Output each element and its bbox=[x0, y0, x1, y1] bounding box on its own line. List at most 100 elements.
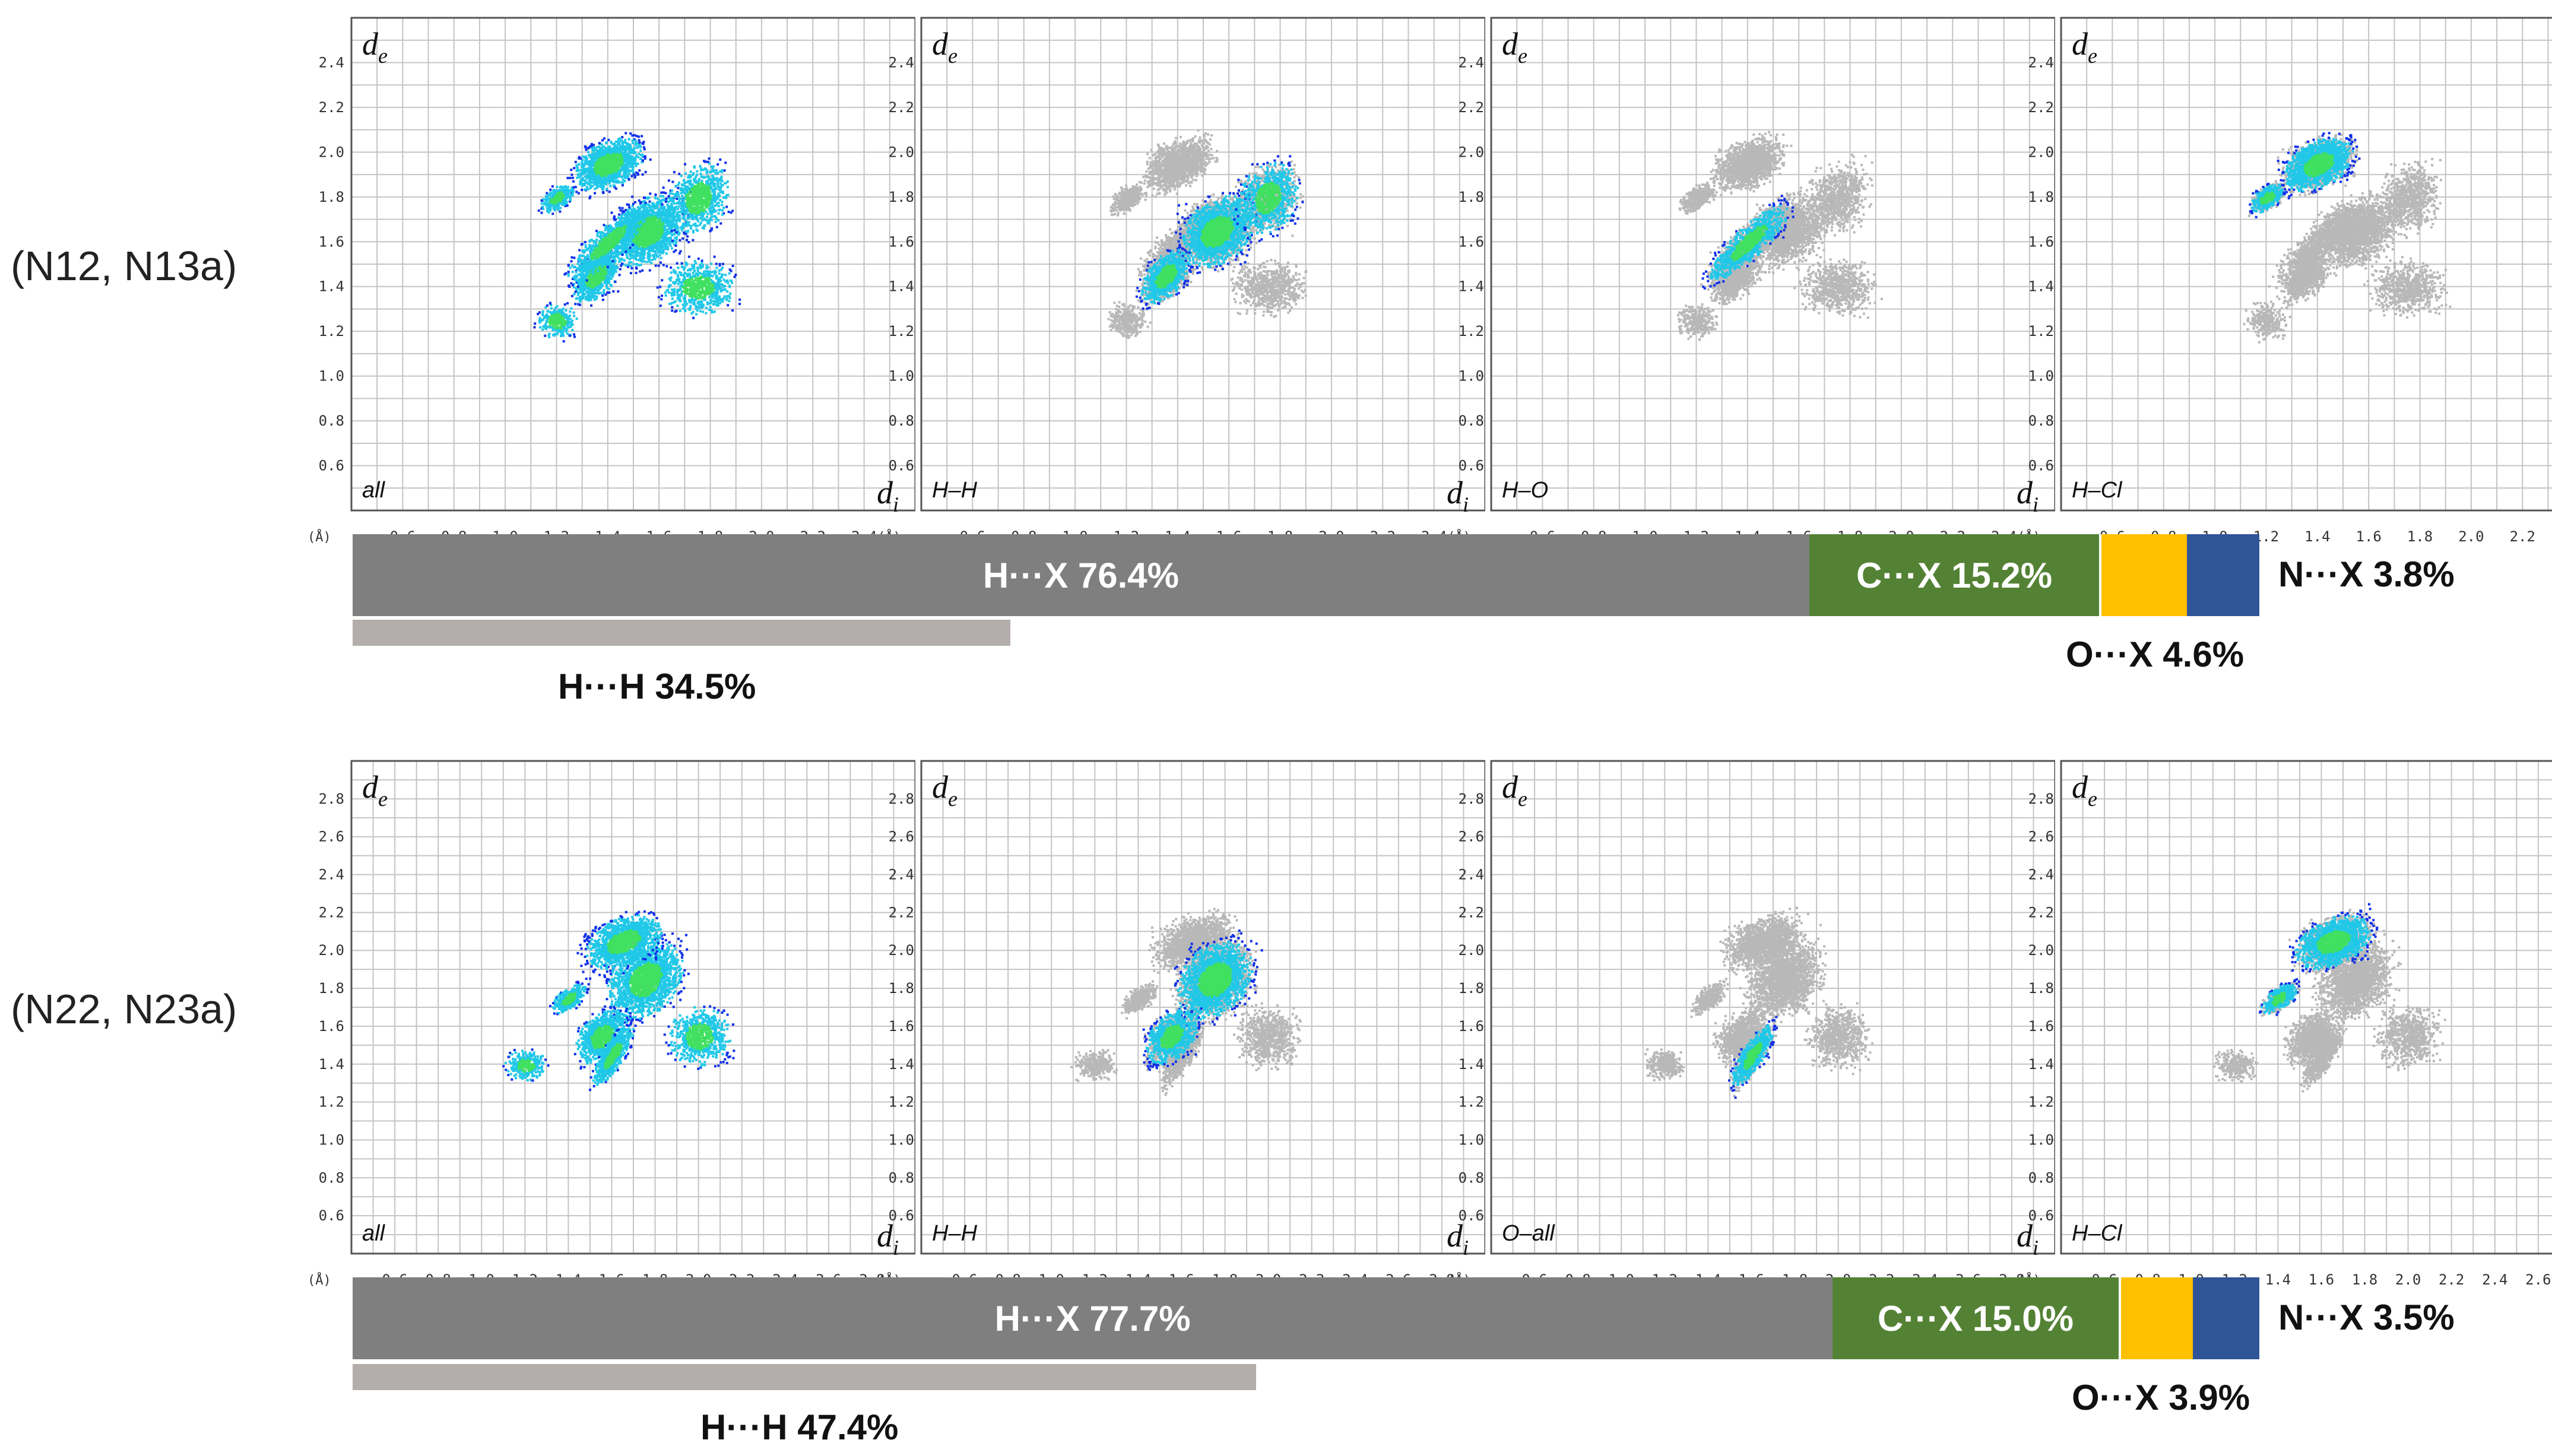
point bbox=[665, 212, 668, 215]
point bbox=[677, 216, 679, 218]
point bbox=[612, 150, 614, 153]
point bbox=[590, 160, 592, 163]
point bbox=[619, 259, 622, 262]
point bbox=[663, 207, 665, 209]
point bbox=[603, 277, 605, 280]
point bbox=[601, 284, 603, 287]
point bbox=[622, 211, 624, 213]
point bbox=[687, 204, 689, 207]
point bbox=[610, 268, 612, 271]
point bbox=[626, 159, 628, 161]
point bbox=[642, 159, 644, 161]
point bbox=[715, 169, 718, 172]
point bbox=[698, 190, 700, 192]
point bbox=[714, 215, 716, 217]
fingerprint-svg: 0.60.60.80.81.01.01.21.21.41.41.61.61.81… bbox=[304, 12, 915, 546]
point bbox=[697, 210, 699, 212]
point bbox=[662, 264, 665, 266]
point bbox=[612, 290, 614, 293]
point bbox=[591, 167, 594, 170]
point bbox=[653, 247, 655, 249]
point bbox=[647, 256, 649, 259]
point bbox=[649, 158, 652, 161]
point bbox=[678, 173, 680, 175]
point bbox=[624, 151, 626, 153]
point bbox=[654, 219, 656, 221]
point bbox=[703, 227, 705, 230]
point bbox=[703, 160, 705, 162]
point bbox=[589, 195, 591, 198]
point bbox=[720, 177, 722, 179]
point bbox=[636, 253, 638, 255]
point bbox=[576, 177, 578, 179]
point bbox=[716, 202, 718, 205]
point bbox=[698, 201, 700, 203]
point bbox=[696, 218, 698, 221]
point bbox=[640, 249, 642, 251]
point bbox=[643, 234, 646, 237]
point bbox=[604, 274, 606, 276]
point bbox=[582, 179, 585, 181]
point bbox=[694, 201, 696, 203]
point bbox=[715, 210, 717, 212]
point bbox=[660, 257, 662, 259]
point bbox=[721, 210, 724, 212]
point bbox=[716, 177, 718, 179]
point bbox=[690, 192, 692, 195]
point bbox=[591, 185, 594, 187]
point bbox=[592, 144, 595, 146]
point bbox=[683, 188, 685, 190]
point bbox=[635, 164, 637, 167]
point bbox=[608, 191, 611, 193]
point bbox=[632, 139, 634, 142]
point bbox=[671, 198, 673, 200]
point bbox=[622, 253, 624, 256]
point bbox=[622, 148, 624, 151]
point bbox=[648, 261, 650, 263]
point bbox=[700, 211, 703, 214]
point bbox=[684, 182, 686, 184]
point bbox=[626, 164, 629, 166]
point bbox=[635, 272, 638, 274]
point bbox=[678, 182, 680, 184]
point bbox=[664, 192, 667, 194]
point bbox=[696, 230, 699, 232]
point bbox=[654, 194, 657, 196]
point bbox=[635, 139, 637, 142]
point bbox=[619, 160, 622, 163]
point bbox=[589, 145, 592, 147]
point bbox=[660, 211, 662, 213]
point bbox=[706, 172, 708, 174]
point bbox=[641, 254, 643, 256]
point bbox=[592, 172, 594, 175]
y-tick-label: 1.2 bbox=[319, 323, 344, 340]
point bbox=[594, 157, 597, 160]
point bbox=[715, 221, 717, 223]
point bbox=[707, 161, 709, 163]
point bbox=[635, 163, 638, 165]
point bbox=[635, 239, 637, 241]
point bbox=[662, 186, 665, 189]
point bbox=[604, 166, 607, 168]
point bbox=[576, 166, 578, 169]
point bbox=[653, 255, 655, 258]
point bbox=[692, 239, 694, 242]
point bbox=[587, 183, 589, 185]
point bbox=[614, 175, 617, 177]
point bbox=[589, 170, 592, 173]
point bbox=[683, 180, 685, 182]
point bbox=[677, 187, 679, 189]
point bbox=[660, 195, 662, 197]
point bbox=[719, 208, 721, 211]
point bbox=[643, 226, 645, 229]
point bbox=[665, 198, 667, 200]
point bbox=[642, 246, 645, 248]
point bbox=[615, 169, 617, 172]
point bbox=[648, 215, 650, 217]
point bbox=[648, 246, 651, 249]
point bbox=[654, 258, 657, 260]
point bbox=[578, 283, 581, 286]
point bbox=[708, 157, 711, 160]
point bbox=[582, 293, 584, 295]
point bbox=[580, 179, 582, 181]
